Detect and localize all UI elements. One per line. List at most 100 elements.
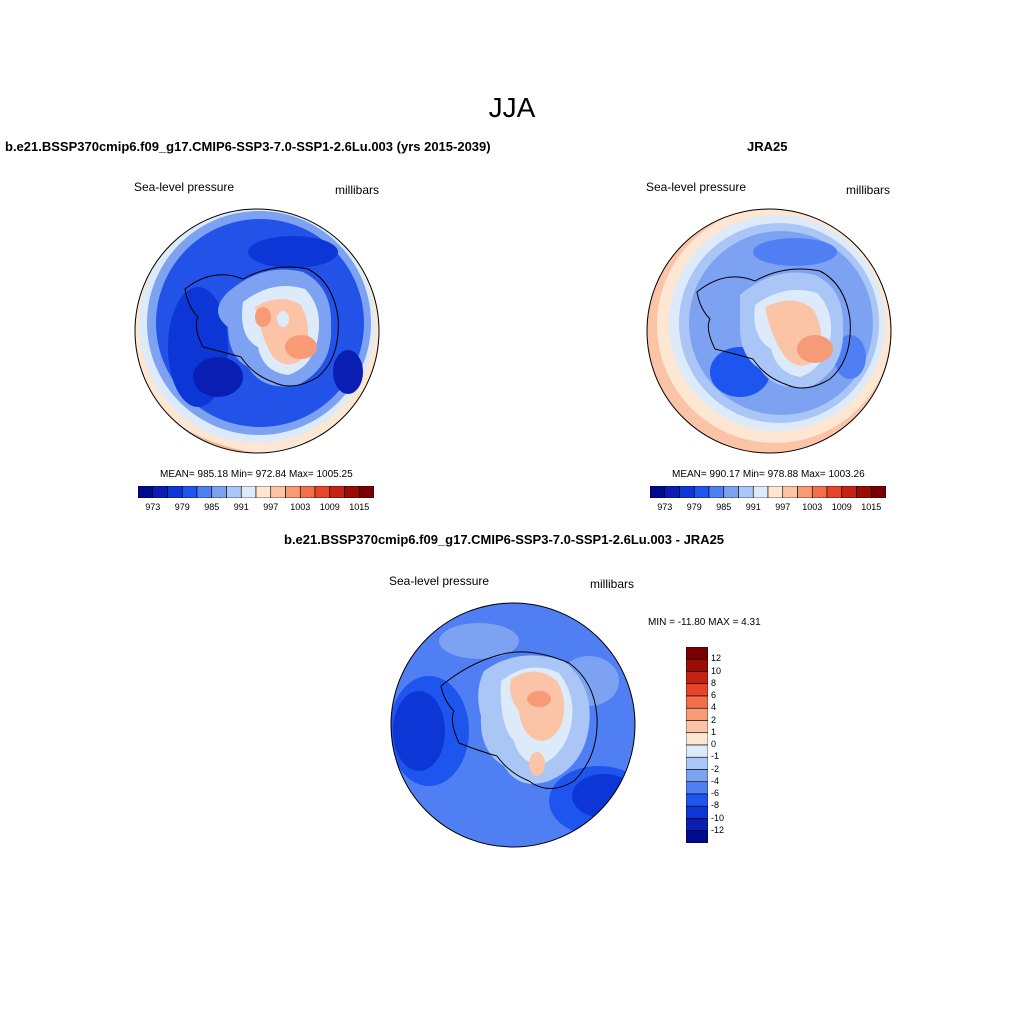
diff-colorbar-ticks: 12 10 8 6 4 2 1 0 -1 -2 -4 -6 -8 -10 -12: [708, 647, 748, 843]
colorbar-tick-label: 973: [145, 502, 161, 512]
colorbar-swatch: [686, 769, 708, 783]
left-variable-label: Sea-level pressure: [134, 180, 235, 194]
colorbar-tick-label: 1015: [349, 502, 370, 512]
colorbar-swatch: [686, 830, 708, 843]
colorbar-swatch: [752, 486, 769, 498]
colorbar-tick-label: -2: [711, 763, 720, 774]
colorbar-swatch: [686, 707, 708, 721]
colorbar-swatch: [856, 486, 872, 498]
diff-polar-map: [390, 602, 636, 848]
colorbar-swatch: [196, 486, 213, 498]
diff-units-label: millibars: [590, 577, 635, 591]
colorbar-tick-label: 979: [686, 502, 702, 512]
colorbar-swatch: [686, 793, 708, 807]
colorbar-swatch: [811, 486, 828, 498]
right-colorbar: [650, 486, 886, 498]
colorbar-swatch: [240, 486, 257, 498]
colorbar-swatch: [686, 744, 708, 758]
colorbar-swatch: [686, 695, 708, 709]
right-coastline: [696, 268, 851, 389]
colorbar-tick-label: 1003: [802, 502, 823, 512]
right-units-label: millibars: [846, 183, 891, 197]
diff-coastline: [440, 651, 598, 789]
colorbar-tick-label: -8: [711, 800, 720, 811]
diff-negative-anomaly-east: [572, 774, 635, 818]
colorbar-tick-label: 0: [711, 739, 717, 749]
diff-stats: MIN = -11.80 MAX = 4.31: [648, 617, 761, 628]
colorbar-swatch: [870, 486, 886, 498]
colorbar-swatch: [167, 486, 183, 498]
colorbar-tick-label: 997: [263, 502, 279, 512]
colorbar-tick-label: 973: [657, 502, 673, 512]
colorbar-swatch: [686, 805, 708, 819]
colorbar-swatch: [329, 486, 345, 498]
colorbar-swatch: [152, 486, 168, 498]
colorbar-swatch: [686, 658, 708, 672]
colorbar-tick-label: -10: [711, 812, 725, 823]
colorbar-swatch: [686, 732, 708, 746]
diff-panel-title: b.e21.BSSP370cmip6.f09_g17.CMIP6-SSP3-7.…: [284, 532, 725, 547]
left-polar-map: [134, 208, 380, 454]
colorbar-swatch: [693, 486, 710, 498]
colorbar-tick-label: 6: [711, 690, 717, 700]
colorbar-tick-label: 2: [711, 714, 717, 725]
diff-negative-anomaly-west: [393, 691, 445, 771]
diff-variable-label: Sea-level pressure: [389, 574, 490, 588]
colorbar-swatch: [255, 486, 272, 498]
left-colorbar: [138, 486, 374, 498]
right-polar-map: [646, 208, 892, 454]
colorbar-tick-label: 12: [711, 653, 722, 664]
right-stats: MEAN= 990.17 Min= 978.88 Max= 1003.26: [672, 469, 865, 480]
colorbar-tick-label: 991: [233, 502, 249, 512]
right-panel-title: JRA25: [747, 139, 788, 154]
colorbar-swatch: [723, 486, 739, 498]
colorbar-swatch: [686, 781, 708, 795]
colorbar-tick-label: -12: [711, 824, 725, 835]
colorbar-swatch: [344, 486, 360, 498]
colorbar-swatch: [226, 486, 242, 498]
colorbar-tick-label: 4: [711, 702, 717, 713]
colorbar-swatch: [285, 486, 301, 498]
colorbar-swatch: [299, 486, 316, 498]
colorbar-swatch: [686, 720, 708, 734]
colorbar-swatch: [686, 671, 708, 685]
right-variable-label: Sea-level pressure: [646, 180, 747, 194]
colorbar-tick-label: 1: [711, 726, 717, 737]
colorbar-tick-label: 985: [204, 502, 220, 512]
colorbar-swatch: [686, 818, 708, 832]
left-panel-title: b.e21.BSSP370cmip6.f09_g17.CMIP6-SSP3-7.…: [5, 139, 491, 154]
colorbar-swatch: [650, 486, 666, 498]
colorbar-tick-label: 997: [775, 502, 791, 512]
colorbar-tick-label: 1015: [861, 502, 882, 512]
colorbar-tick-label: 1009: [319, 502, 340, 512]
colorbar-swatch: [708, 486, 725, 498]
colorbar-tick-label: 10: [711, 665, 722, 676]
left-units-label: millibars: [335, 183, 380, 197]
colorbar-swatch: [138, 486, 154, 498]
colorbar-tick-label: 1003: [290, 502, 311, 512]
colorbar-swatch: [686, 756, 708, 770]
diff-colorbar: [686, 647, 708, 843]
colorbar-swatch: [314, 486, 331, 498]
colorbar-swatch: [679, 486, 695, 498]
colorbar-swatch: [686, 647, 708, 660]
colorbar-swatch: [841, 486, 857, 498]
colorbar-swatch: [797, 486, 813, 498]
colorbar-swatch: [826, 486, 843, 498]
colorbar-swatch: [270, 486, 286, 498]
left-coastline: [184, 266, 339, 387]
figure-title: JJA: [488, 92, 536, 123]
colorbar-swatch: [767, 486, 784, 498]
colorbar-tick-label: 1009: [831, 502, 852, 512]
colorbar-swatch: [664, 486, 680, 498]
colorbar-swatch: [782, 486, 798, 498]
colorbar-tick-label: 8: [711, 677, 717, 688]
colorbar-tick-label: -6: [711, 788, 720, 798]
colorbar-tick-label: 985: [716, 502, 732, 512]
colorbar-swatch: [211, 486, 227, 498]
colorbar-tick-label: 991: [745, 502, 761, 512]
colorbar-swatch: [181, 486, 198, 498]
colorbar-tick-label: -1: [711, 751, 720, 762]
colorbar-swatch: [686, 683, 708, 697]
colorbar-swatch: [738, 486, 754, 498]
